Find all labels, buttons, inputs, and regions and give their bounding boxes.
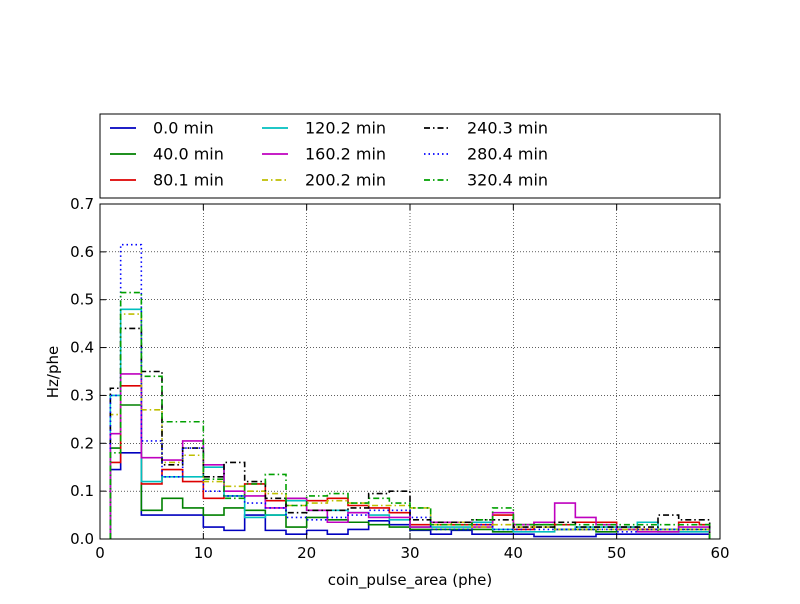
- legend-label: 160.2 min: [305, 145, 386, 164]
- x-tick-label: 0: [95, 544, 105, 562]
- legend-label: 320.4 min: [467, 171, 548, 190]
- y-tick-label: 0.7: [70, 195, 94, 213]
- y-axis-label: Hz/phe: [44, 346, 62, 398]
- series-line-7: [109, 243, 711, 539]
- series-line-0: [109, 452, 711, 539]
- legend-label: 120.2 min: [305, 119, 386, 138]
- plot-area: [100, 204, 720, 539]
- y-tick-label: 0.3: [70, 386, 94, 404]
- legend-label: 200.2 min: [305, 171, 386, 190]
- y-tick-label: 0.5: [70, 291, 94, 309]
- x-tick-label: 20: [297, 544, 316, 562]
- grid-lines: [100, 204, 720, 539]
- series-lines: [109, 243, 711, 539]
- legend-label: 0.0 min: [153, 119, 214, 138]
- x-tick-label: 10: [194, 544, 213, 562]
- x-tick-label: 30: [400, 544, 419, 562]
- legend-entries: 0.0 min 40.0 min 80.1 min 120.2 min 160.2 mi…: [110, 119, 548, 190]
- x-axis-label: coin_pulse_area (phe): [328, 571, 493, 590]
- legend-label: 280.4 min: [467, 145, 548, 164]
- series-line-6: [109, 327, 711, 539]
- legend-label: 40.0 min: [153, 145, 224, 164]
- y-tick-label: 0.1: [70, 482, 94, 500]
- x-tick-label: 60: [710, 544, 729, 562]
- legend-label: 240.3 min: [467, 119, 548, 138]
- series-line-8: [109, 291, 711, 539]
- legend-label: 80.1 min: [153, 171, 224, 190]
- axis-ticks: 0 10 20 30 40 50 60 0.0 0.1 0.2 0.3 0.4 0.5 0.6 0.7: [70, 195, 729, 562]
- y-tick-label: 0.2: [70, 434, 94, 452]
- y-tick-label: 0.0: [70, 530, 94, 548]
- x-tick-label: 40: [504, 544, 523, 562]
- series-line-1: [109, 404, 711, 539]
- y-tick-label: 0.4: [70, 339, 94, 357]
- x-tick-label: 50: [607, 544, 626, 562]
- legend-box: [99, 113, 721, 199]
- y-tick-label: 0.6: [70, 243, 94, 261]
